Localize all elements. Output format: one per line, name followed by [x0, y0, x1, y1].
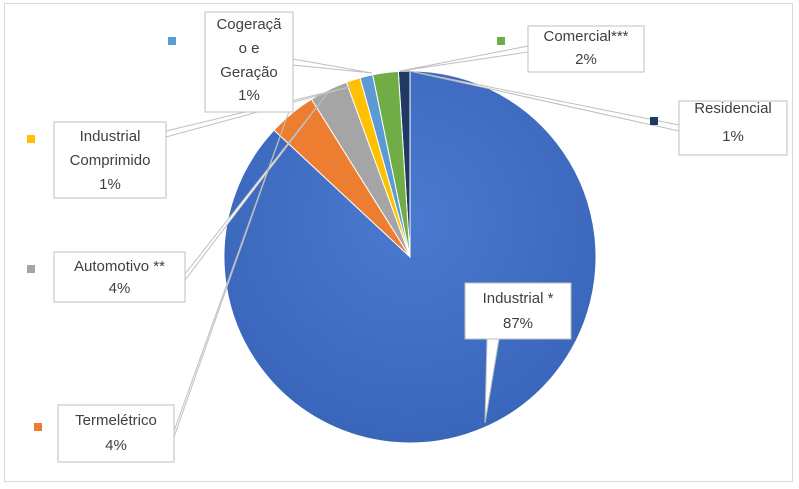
data-label-box-industrial-comprimido	[53, 121, 167, 199]
data-label-box-cogera-o-e-gera-o	[204, 11, 294, 113]
leader-line-cogera-o-e-gera-o	[292, 58, 373, 74]
data-label-text-industrial: Industrial *	[483, 290, 554, 307]
data-label-text-automotivo: Automotivo **	[74, 258, 165, 275]
data-label-text-industrial-comprimido: Industrial	[80, 128, 141, 145]
data-label-value-automotivo: 4%	[109, 280, 131, 297]
data-label-value-comercial: 2%	[575, 51, 597, 68]
data-label-value-residencial: 1%	[722, 128, 744, 145]
legend-marker-industrial-comprimido	[27, 135, 35, 143]
data-label-box-automotivo	[53, 251, 186, 303]
data-label-value-cogera-o-e-gera-o: 1%	[238, 87, 260, 104]
legend-marker-residencial	[650, 117, 658, 125]
data-label-box-comercial	[527, 25, 645, 73]
data-label-value-industrial: 87%	[503, 315, 533, 332]
pie-slice-industrial[interactable]	[223, 70, 597, 444]
legend-marker-termel-trico	[34, 423, 42, 431]
data-label-text-cogera-o-e-gera-o: Cogeraçã	[216, 16, 282, 33]
data-label-box-residencial	[678, 100, 788, 156]
data-label-text-cogera-o-e-gera-o: Geração	[220, 64, 278, 81]
legend-marker-automotivo	[27, 265, 35, 273]
data-label-text-comercial: Comercial***	[543, 28, 628, 45]
legend-marker-industrial	[440, 300, 448, 308]
legend-marker-comercial	[497, 37, 505, 45]
data-label-text-residencial: Residencial	[694, 100, 772, 117]
data-label-value-industrial-comprimido: 1%	[99, 176, 121, 193]
data-label-text-cogera-o-e-gera-o: o e	[239, 40, 260, 57]
data-label-text-industrial-comprimido: Comprimido	[70, 152, 151, 169]
data-label-value-termel-trico: 4%	[105, 437, 127, 454]
data-label-box-industrial	[464, 282, 572, 340]
legend-marker-cogera-o-e-gera-o	[168, 37, 176, 45]
data-label-box-termel-trico	[57, 404, 175, 463]
leader-line-comercial	[399, 45, 529, 72]
data-label-text-termel-trico: Termelétrico	[75, 412, 157, 429]
